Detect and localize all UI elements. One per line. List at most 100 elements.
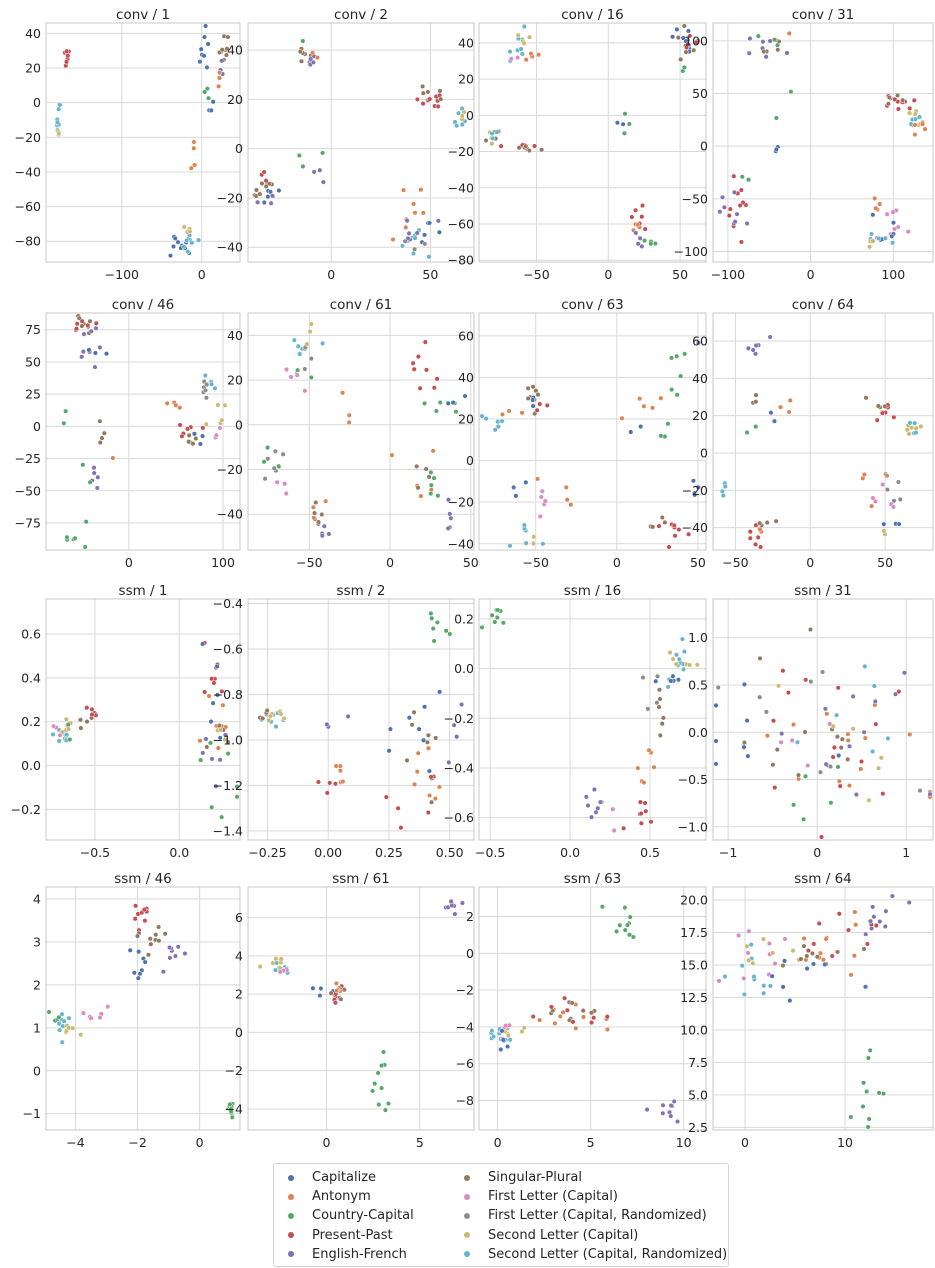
- x-tick-label: 0.0: [560, 845, 580, 860]
- scatter-point: [277, 969, 283, 975]
- scatter-point: [416, 726, 422, 732]
- scatter-point: [802, 773, 809, 779]
- scatter-point: [197, 738, 203, 744]
- scatter-point: [852, 909, 858, 915]
- x-tick-label: 0: [494, 1135, 502, 1150]
- scatter-point: [761, 48, 767, 55]
- scatter-point: [383, 794, 389, 800]
- scatter-point: [57, 732, 63, 738]
- scatter-point: [65, 722, 71, 728]
- scatter-point: [895, 479, 901, 485]
- scatter-point: [370, 1088, 376, 1094]
- scatter-point: [404, 218, 410, 224]
- y-tick-label: 1.0: [688, 630, 708, 645]
- scatter-point: [319, 511, 325, 518]
- scatter-point: [617, 922, 623, 928]
- scatter-point: [845, 927, 852, 933]
- scatter-point: [810, 961, 817, 967]
- scatter-point: [446, 759, 452, 765]
- scatter-point: [750, 347, 756, 353]
- scatter-point: [761, 990, 767, 996]
- scatter-point: [629, 214, 635, 220]
- scatter-point: [219, 814, 225, 820]
- scatter-point: [668, 678, 674, 684]
- plot-frame: [45, 886, 241, 1131]
- plot-frame: [247, 22, 475, 263]
- scatter-point: [801, 943, 807, 949]
- scatter-point: [648, 241, 654, 247]
- scatter-point: [548, 1004, 555, 1010]
- scatter-point: [642, 800, 648, 806]
- scatter-point: [185, 426, 191, 432]
- scatter-point: [741, 991, 747, 997]
- y-tick-label: −20: [217, 190, 243, 205]
- scatter-point: [525, 385, 531, 391]
- scatter-point: [422, 400, 428, 406]
- scatter-point: [137, 971, 143, 977]
- scatter-point: [538, 494, 544, 500]
- x-tick-label: 50: [877, 555, 893, 570]
- y-tick-label: 2: [33, 977, 41, 992]
- scatter-point: [599, 904, 605, 910]
- legend-label: English-French: [312, 1246, 407, 1262]
- scatter-point: [881, 528, 887, 534]
- scatter-point: [753, 541, 759, 547]
- x-tick-label: −4: [66, 1135, 84, 1150]
- y-tick-label: −6: [456, 1056, 474, 1071]
- scatter-point: [675, 677, 681, 683]
- scatter-point: [521, 522, 527, 528]
- scatter-point: [295, 367, 301, 373]
- scatter-point: [539, 147, 545, 153]
- y-tick-label: −40: [682, 520, 708, 535]
- scatter-point: [639, 243, 645, 249]
- scatter-point: [317, 993, 323, 999]
- y-tick-label: −20: [448, 144, 474, 159]
- x-tick-label: 0: [613, 555, 621, 570]
- y-tick-label: 20.0: [680, 892, 708, 907]
- scatter-point: [148, 941, 154, 947]
- scatter-point: [741, 744, 747, 750]
- scatter-point: [713, 702, 719, 708]
- scatter-point: [907, 420, 913, 426]
- scatter-point: [850, 693, 856, 699]
- scatter-point: [801, 935, 807, 942]
- scatter-point: [787, 998, 793, 1004]
- scatter-point: [61, 420, 67, 426]
- scatter-point: [564, 497, 570, 503]
- y-tick-label: −1.0: [213, 732, 243, 747]
- scatter-point: [320, 340, 326, 346]
- scatter-point: [850, 726, 856, 732]
- scatter-point: [523, 57, 529, 63]
- scatter-point: [687, 33, 693, 39]
- scatter-point: [722, 973, 728, 980]
- scatter-point: [499, 1028, 505, 1034]
- scatter-point: [861, 471, 867, 478]
- y-tick-label: 0.0: [21, 758, 41, 773]
- scatter-point: [807, 626, 814, 633]
- scatter-point: [827, 721, 833, 727]
- scatter-point: [778, 404, 784, 410]
- scatter-point: [409, 722, 415, 728]
- scatter-point: [801, 816, 807, 822]
- scatter-point: [302, 366, 308, 372]
- scatter-point: [179, 433, 185, 439]
- scatter-point: [515, 55, 521, 61]
- scatter-point: [265, 445, 271, 451]
- scatter-point: [775, 47, 781, 53]
- subplot-title: conv / 2: [334, 7, 388, 23]
- plot-frame: [478, 22, 707, 263]
- x-tick-label: 0: [196, 1135, 204, 1150]
- scatter-point: [771, 37, 778, 43]
- y-tick-label: −0.5: [678, 772, 708, 787]
- scatter-point: [209, 804, 215, 810]
- scatter-point: [74, 321, 80, 327]
- scatter-point: [506, 408, 512, 414]
- scatter-point: [521, 40, 527, 46]
- scatter-point: [927, 791, 933, 797]
- scatter-point: [892, 96, 898, 102]
- scatter-point: [786, 30, 792, 36]
- scatter-point: [291, 337, 297, 343]
- scatter-point: [537, 1017, 543, 1023]
- scatter-point: [234, 784, 240, 790]
- scatter-point: [671, 522, 677, 529]
